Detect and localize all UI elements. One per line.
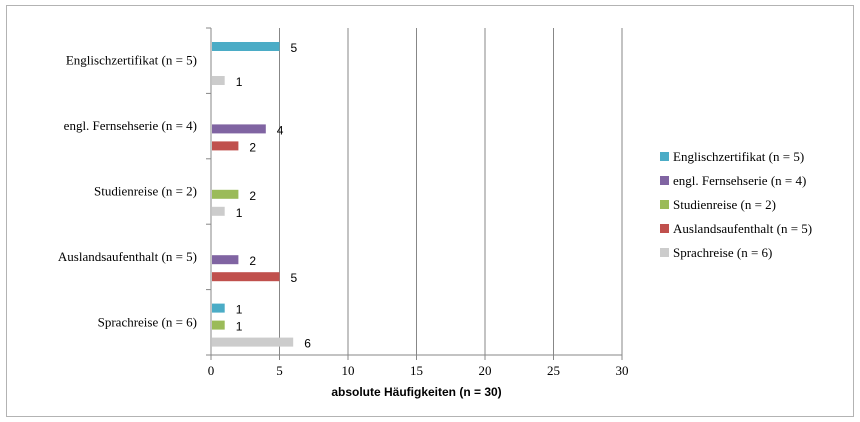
bar [212,272,280,282]
bar [212,320,225,330]
data-label: 1 [236,206,243,220]
bar [212,76,225,85]
bar [212,124,266,134]
data-label: 6 [304,337,311,351]
data-label: 2 [249,140,256,154]
data-label: 5 [291,271,298,285]
category-label: Studienreise (n = 2) [94,184,197,199]
bar [212,42,280,51]
legend-swatch [660,152,669,161]
legend: Englischzertifikat (n = 5) engl. Fernsehs… [660,149,812,260]
legend-swatch [660,248,669,257]
x-tick-label: 5 [276,363,283,378]
legend-entry: Englischzertifikat (n = 5) [673,149,804,164]
data-label: 2 [249,254,256,268]
legend-entry: Studienreise (n = 2) [673,197,776,212]
x-tick-label: 30 [616,363,629,378]
data-label: 4 [277,123,284,137]
bar [212,337,294,347]
bars [212,42,294,347]
x-tick-label: 0 [208,363,215,378]
x-tick-label: 10 [342,363,355,378]
data-label: 1 [236,320,243,334]
category-labels: Englischzertifikat (n = 5) engl. Fernsehs… [58,53,197,330]
bar [212,206,225,216]
legend-swatch [660,200,669,209]
axes [206,27,623,360]
legend-entry: engl. Fernsehserie (n = 4) [673,173,806,188]
legend-entry: Sprachreise (n = 6) [673,245,772,260]
data-label: 1 [236,303,243,317]
data-label: 2 [249,189,256,203]
data-label: 5 [291,41,298,55]
legend-swatch [660,176,669,185]
category-label: engl. Fernsehserie (n = 4) [64,118,197,133]
bar [212,141,239,151]
x-tick-label: 15 [410,363,423,378]
category-label: Auslandsaufenthalt (n = 5) [58,249,197,264]
grid-lines [279,28,623,355]
x-axis-label: absolute Häufigkeiten (n = 30) [331,385,501,399]
data-label: 1 [236,75,243,89]
bar [212,189,239,199]
legend-entry: Auslandsaufenthalt (n = 5) [673,221,812,236]
bar [212,255,239,265]
category-label: Englischzertifikat (n = 5) [66,53,197,68]
x-tick-labels: 0 5 10 15 20 25 30 [208,363,629,378]
x-tick-label: 20 [479,363,492,378]
category-label: Sprachreise (n = 6) [98,314,197,329]
bar [212,303,225,313]
chart-frame [6,5,854,417]
legend-swatch [660,224,669,233]
x-tick-label: 25 [547,363,560,378]
